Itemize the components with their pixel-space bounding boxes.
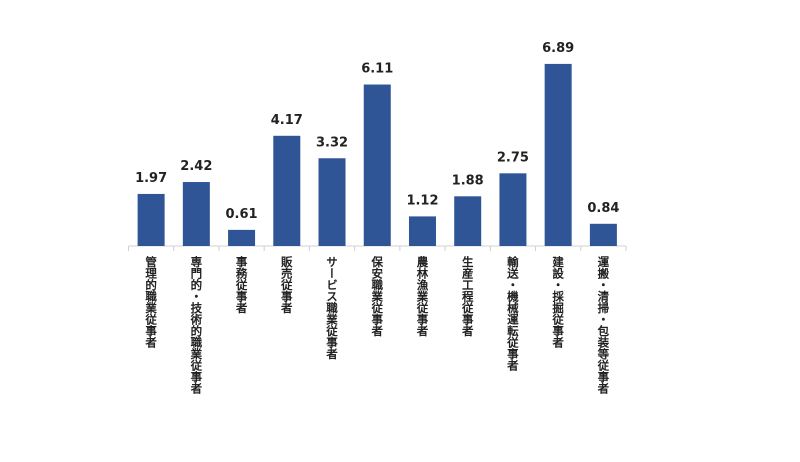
- bar: [499, 173, 527, 246]
- x-tick-label: 運搬・清掃・包装等従事者: [596, 256, 610, 395]
- bar: [318, 158, 346, 246]
- value-label: 1.12: [406, 193, 438, 208]
- bar: [228, 229, 256, 246]
- value-label: 6.11: [361, 62, 393, 77]
- bar: [273, 135, 301, 246]
- value-label: 1.97: [135, 171, 167, 186]
- bar: [182, 182, 210, 246]
- value-label: 2.75: [497, 150, 529, 165]
- x-tick-label: 農林漁業従事者: [415, 255, 429, 337]
- bar: [408, 216, 436, 246]
- value-label: 1.88: [452, 173, 484, 188]
- value-label: 3.32: [316, 135, 348, 150]
- bar: [454, 196, 482, 246]
- x-tick-label: 販売従事者: [280, 255, 294, 314]
- value-label: 0.84: [587, 201, 619, 216]
- value-label: 0.61: [226, 207, 258, 222]
- x-tick-label: 輸送・機械運転従事者: [506, 255, 520, 372]
- bar: [589, 223, 617, 246]
- x-tick-label: 専門的・技術的職業従事者: [189, 255, 203, 395]
- bar: [544, 63, 572, 247]
- x-tick-label: 建設・採掘従事者: [551, 255, 565, 349]
- bar: [363, 84, 391, 247]
- value-label: 2.42: [180, 159, 212, 174]
- value-label: 4.17: [271, 113, 303, 128]
- x-tick-label: 保安職業従事者: [370, 255, 384, 337]
- x-tick-label: 生産工程従事者: [461, 255, 475, 337]
- x-tick-label: 事務従事者: [235, 255, 249, 314]
- x-tick-label: サービス職業従事者: [325, 256, 339, 360]
- bar: [137, 193, 165, 246]
- value-label: 6.89: [542, 41, 574, 56]
- x-tick-label: 管理的職業従事者: [144, 255, 158, 349]
